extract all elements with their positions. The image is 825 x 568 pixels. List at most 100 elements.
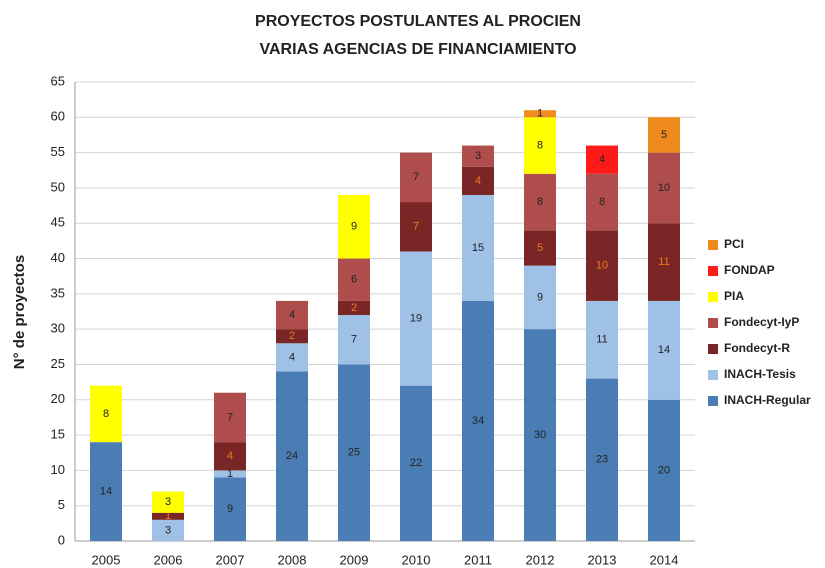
bar-segment bbox=[524, 117, 556, 174]
y-tick-label: 10 bbox=[51, 462, 65, 477]
bar-segment bbox=[338, 364, 370, 541]
bar-segment bbox=[462, 300, 494, 541]
data-label: 15 bbox=[472, 242, 484, 254]
bar-segment bbox=[276, 371, 308, 541]
data-label: 8 bbox=[103, 408, 109, 420]
legend-swatch bbox=[708, 396, 718, 406]
data-label: 9 bbox=[351, 221, 357, 233]
legend-swatch bbox=[708, 344, 718, 354]
y-tick-label: 30 bbox=[51, 321, 65, 336]
legend-label: Fondecyt-R bbox=[724, 341, 790, 355]
data-label: 14 bbox=[100, 485, 112, 497]
y-tick-label: 65 bbox=[51, 73, 65, 88]
data-label: 23 bbox=[596, 454, 608, 466]
bar-segment bbox=[400, 152, 432, 203]
legend-label: PIA bbox=[724, 289, 744, 303]
data-label: 4 bbox=[289, 309, 295, 321]
bar-segment bbox=[524, 329, 556, 541]
bar-segment bbox=[214, 477, 246, 541]
data-label: 20 bbox=[658, 464, 670, 476]
data-label: 1 bbox=[227, 468, 233, 480]
legend-swatch bbox=[708, 292, 718, 302]
y-tick-label: 5 bbox=[58, 497, 65, 512]
bar-segment bbox=[400, 202, 432, 252]
data-label: 4 bbox=[227, 450, 233, 462]
bar-segment bbox=[586, 173, 618, 231]
bar-segment bbox=[462, 145, 494, 167]
y-tick-label: 25 bbox=[51, 356, 65, 371]
bar-segment bbox=[152, 519, 184, 541]
y-tick-label: 45 bbox=[51, 215, 65, 230]
data-label: 22 bbox=[410, 457, 422, 469]
legend-label: INACH-Regular bbox=[724, 393, 811, 407]
chart-title: VARIAS AGENCIAS DE FINANCIAMIENTO bbox=[259, 41, 576, 58]
x-tick-label: 2005 bbox=[92, 552, 121, 567]
data-label: 5 bbox=[537, 242, 543, 254]
bar-segment bbox=[648, 117, 680, 153]
data-label: 7 bbox=[413, 221, 419, 233]
y-tick-label: 20 bbox=[51, 391, 65, 406]
data-label: 7 bbox=[351, 334, 357, 346]
bar-segment bbox=[648, 152, 680, 224]
data-label: 3 bbox=[475, 150, 481, 162]
y-axis-label: N° de proyectos bbox=[11, 255, 28, 369]
data-label: 24 bbox=[286, 450, 298, 462]
data-label: 10 bbox=[658, 182, 670, 194]
y-tick-label: 40 bbox=[51, 250, 65, 265]
data-label: 9 bbox=[227, 503, 233, 515]
x-tick-label: 2012 bbox=[526, 552, 555, 567]
bar-segment bbox=[214, 392, 246, 443]
data-label: 1 bbox=[165, 510, 171, 522]
x-tick-label: 2011 bbox=[464, 552, 492, 567]
bar-segment bbox=[586, 230, 618, 301]
legend-label: INACH-Tesis bbox=[724, 367, 796, 381]
y-tick-label: 0 bbox=[58, 532, 65, 547]
bar-segment bbox=[524, 265, 556, 330]
bar-segment bbox=[276, 329, 308, 344]
chart-title: PROYECTOS POSTULANTES AL PROCIEN bbox=[255, 13, 581, 30]
x-tick-label: 2008 bbox=[278, 552, 307, 567]
bar-segment bbox=[276, 343, 308, 372]
bar-segment bbox=[586, 378, 618, 541]
legend-label: FONDAP bbox=[724, 263, 775, 277]
data-label: 25 bbox=[348, 447, 360, 459]
bar-segment bbox=[214, 470, 246, 478]
data-label: 30 bbox=[534, 429, 546, 441]
bar-segment bbox=[338, 194, 370, 259]
bar-segment bbox=[152, 491, 184, 513]
bar-segment bbox=[152, 512, 184, 520]
legend-swatch bbox=[708, 266, 718, 276]
y-tick-label: 60 bbox=[51, 109, 65, 124]
bar-segment bbox=[338, 258, 370, 301]
x-tick-label: 2009 bbox=[340, 552, 369, 567]
bar-segment bbox=[90, 385, 122, 443]
legend-label: Fondecyt-IyP bbox=[724, 315, 799, 329]
bar-segment bbox=[524, 110, 556, 118]
data-label: 8 bbox=[537, 139, 543, 151]
bar-segment bbox=[276, 300, 308, 330]
bar-segment bbox=[524, 173, 556, 231]
y-tick-label: 50 bbox=[51, 179, 65, 194]
legend-swatch bbox=[708, 370, 718, 380]
bar-segment bbox=[214, 442, 246, 471]
data-label: 7 bbox=[413, 171, 419, 183]
data-label: 9 bbox=[537, 291, 543, 303]
y-tick-label: 35 bbox=[51, 285, 65, 300]
data-label: 2 bbox=[289, 330, 295, 342]
x-tick-label: 2006 bbox=[154, 552, 183, 567]
data-label: 34 bbox=[472, 415, 484, 427]
data-label: 4 bbox=[289, 351, 295, 363]
bar-segment bbox=[338, 300, 370, 316]
bar-segment bbox=[400, 385, 432, 541]
data-label: 11 bbox=[596, 334, 607, 346]
data-label: 1 bbox=[537, 108, 543, 120]
bar-segment bbox=[648, 300, 680, 400]
data-label: 3 bbox=[165, 496, 171, 508]
y-tick-label: 15 bbox=[51, 427, 65, 442]
data-label: 14 bbox=[658, 344, 670, 356]
bar-segment bbox=[90, 442, 122, 541]
legend-swatch bbox=[708, 240, 718, 250]
data-label: 4 bbox=[475, 175, 481, 187]
legend-swatch bbox=[708, 318, 718, 328]
bar-segment bbox=[462, 194, 494, 301]
